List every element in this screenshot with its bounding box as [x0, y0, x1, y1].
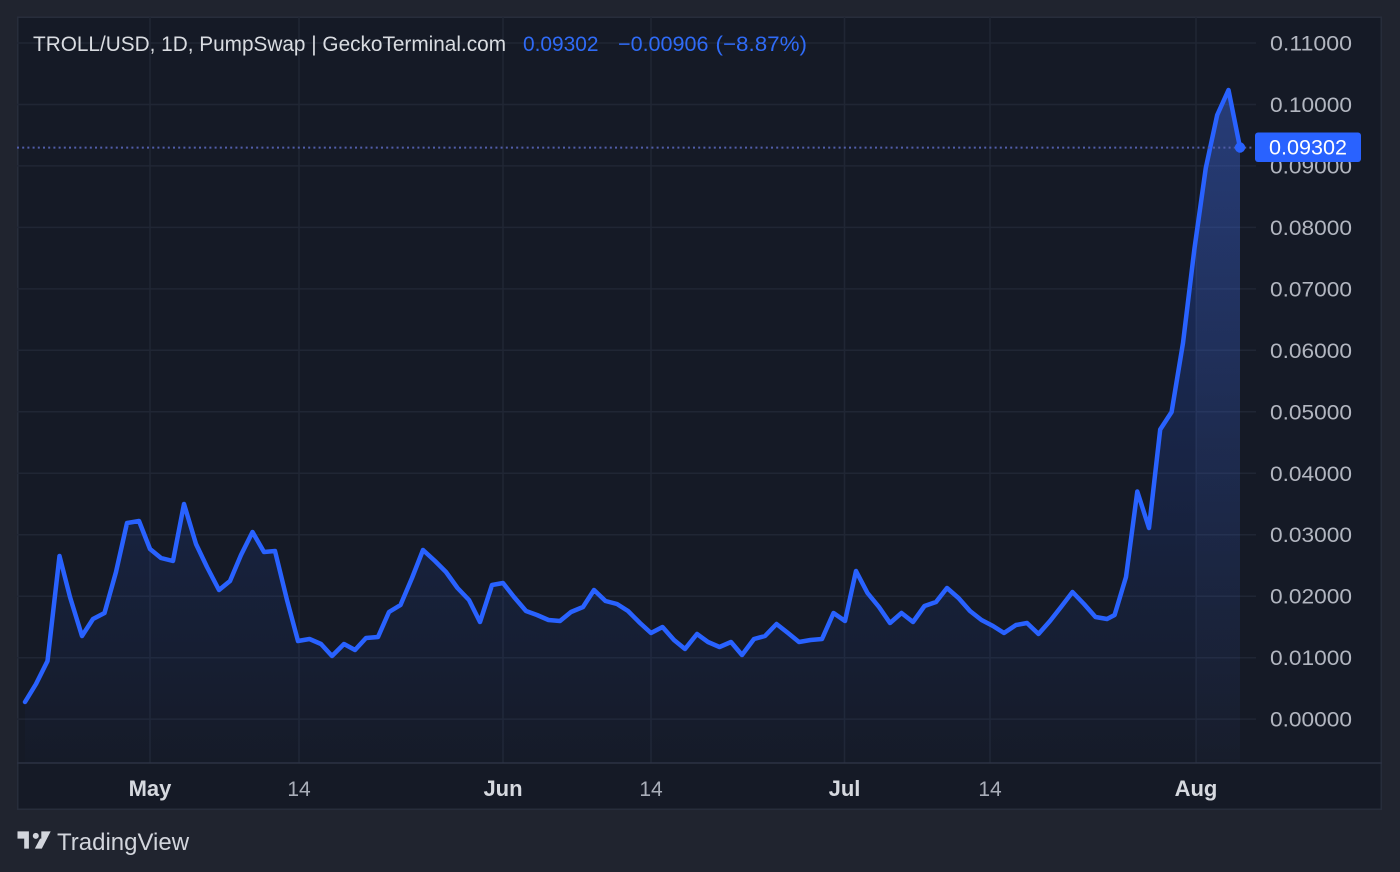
svg-text:0.00000: 0.00000: [1270, 709, 1352, 732]
svg-text:0.08000: 0.08000: [1270, 217, 1352, 240]
svg-text:14: 14: [978, 778, 1002, 801]
svg-text:TROLL/USD, 1D, PumpSwap | Geck: TROLL/USD, 1D, PumpSwap | GeckoTerminal.…: [33, 33, 506, 56]
svg-text:−0.00906: −0.00906: [618, 33, 709, 56]
svg-text:(−8.87%): (−8.87%): [716, 33, 808, 56]
svg-text:14: 14: [287, 778, 311, 801]
svg-text:0.10000: 0.10000: [1270, 94, 1352, 117]
svg-text:Jun: Jun: [483, 776, 522, 801]
svg-text:0.06000: 0.06000: [1270, 340, 1352, 363]
svg-text:Aug: Aug: [1175, 776, 1218, 801]
svg-text:0.04000: 0.04000: [1270, 463, 1352, 486]
svg-text:0.09302: 0.09302: [523, 33, 599, 56]
svg-text:0.01000: 0.01000: [1270, 647, 1352, 670]
svg-text:14: 14: [639, 778, 663, 801]
svg-text:0.07000: 0.07000: [1270, 278, 1352, 301]
svg-text:0.03000: 0.03000: [1270, 524, 1352, 547]
svg-text:0.11000: 0.11000: [1270, 33, 1352, 56]
svg-text:May: May: [129, 776, 173, 801]
svg-text:TradingView: TradingView: [57, 829, 190, 856]
svg-text:0.09302: 0.09302: [1269, 137, 1347, 160]
svg-text:0.05000: 0.05000: [1270, 401, 1352, 424]
svg-text:Jul: Jul: [829, 776, 861, 801]
svg-text:0.02000: 0.02000: [1270, 586, 1352, 609]
